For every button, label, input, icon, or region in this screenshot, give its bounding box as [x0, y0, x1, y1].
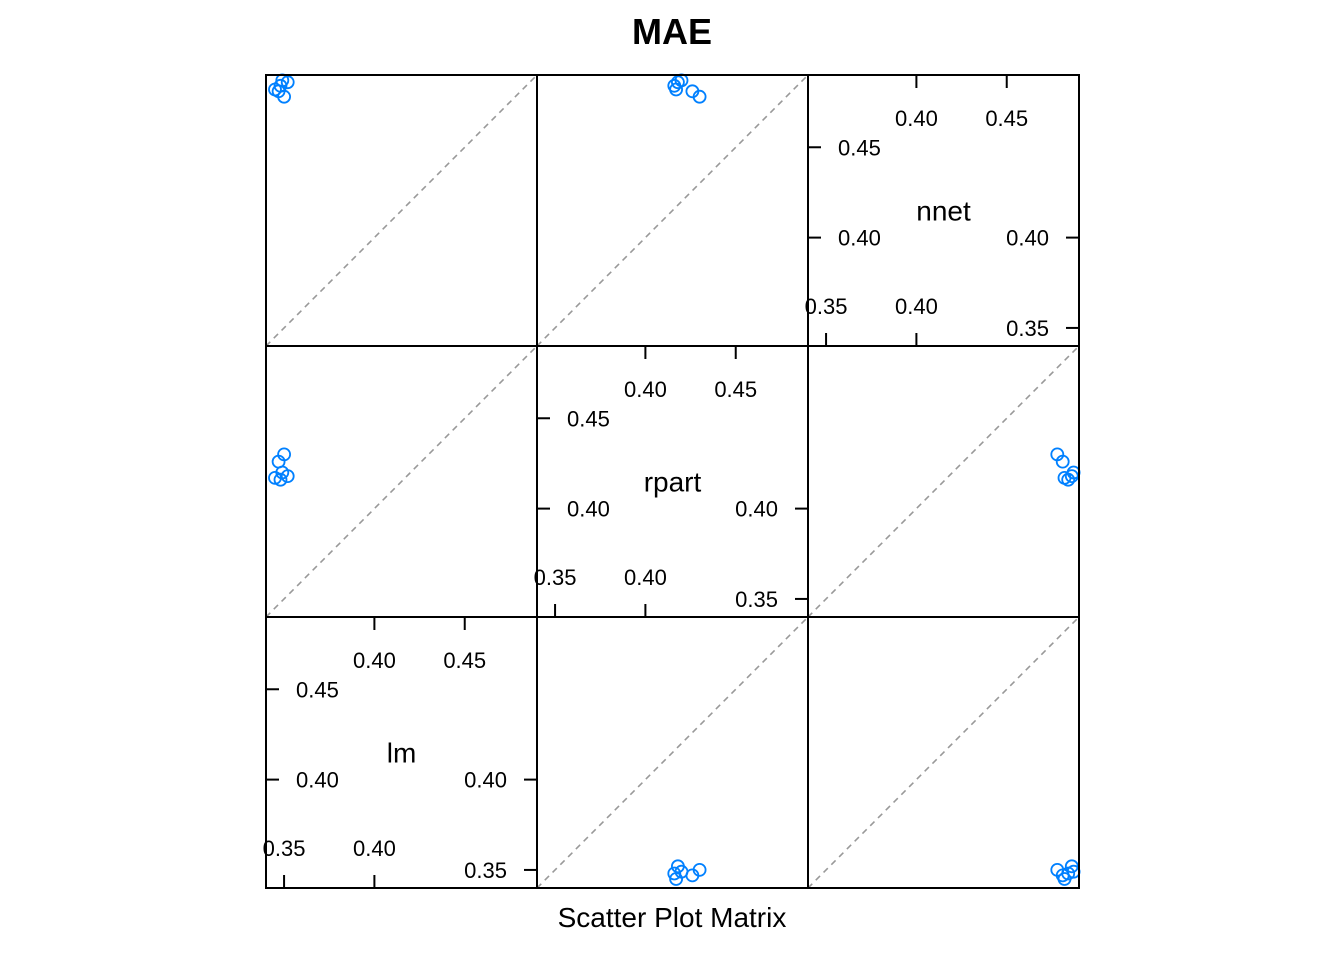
panel-lm-vs-nnet — [265, 73, 538, 347]
tick-label-top: 0.45 — [714, 377, 757, 402]
tick-label-bottom: 0.35 — [805, 294, 848, 319]
x-axis-label: Scatter Plot Matrix — [558, 902, 787, 933]
data-point — [273, 472, 288, 487]
tick-label-top: 0.45 — [443, 648, 486, 673]
tick-label-right: 0.35 — [1006, 316, 1049, 341]
reference-line — [536, 74, 809, 347]
reference-line — [536, 616, 809, 889]
variable-label-lm: lm — [387, 738, 417, 769]
tick-label-right: 0.40 — [735, 497, 778, 522]
data-point — [667, 866, 682, 881]
tick-label-left: 0.45 — [296, 677, 339, 702]
panel-rpart-vs-nnet — [536, 73, 809, 347]
tick-label-left: 0.45 — [838, 135, 881, 160]
reference-line — [265, 345, 538, 618]
chart-title: MAE — [632, 11, 712, 52]
panel-border — [807, 616, 1080, 889]
tick-label-right: 0.35 — [735, 587, 778, 612]
tick-label-bottom: 0.35 — [534, 565, 577, 590]
data-point — [1055, 454, 1070, 469]
data-point — [674, 864, 689, 879]
data-point — [275, 465, 290, 480]
reference-line — [265, 74, 538, 347]
tick-label-bottom: 0.40 — [895, 294, 938, 319]
panel-nnet-vs-lm — [807, 616, 1081, 889]
tick-label-top: 0.40 — [353, 648, 396, 673]
tick-label-right: 0.35 — [464, 858, 507, 883]
panel-lm-vs-rpart — [265, 345, 538, 618]
variable-label-nnet: nnet — [916, 196, 971, 227]
tick-label-bottom: 0.40 — [624, 565, 667, 590]
diagonal-panel-rpart: rpart 0.40 0.45 0.35 0.40 0.40 0.45 0.35 0.40 — [534, 345, 809, 618]
data-point — [685, 84, 700, 99]
diagonal-panel-lm: lm 0.40 0.45 0.35 0.40 0.40 0.45 0.35 0.40 — [263, 616, 538, 889]
tick-label-left: 0.45 — [567, 406, 610, 431]
tick-label-bottom: 0.35 — [263, 836, 306, 861]
tick-label-left: 0.40 — [567, 497, 610, 522]
tick-label-bottom: 0.40 — [353, 836, 396, 861]
diagonal-panel-nnet: nnet 0.40 0.45 0.35 0.40 0.40 0.45 0.35 0.40 — [805, 74, 1080, 347]
reference-line — [807, 345, 1080, 618]
reference-line — [807, 616, 1080, 889]
tick-label-left: 0.40 — [296, 768, 339, 793]
tick-label-right: 0.40 — [464, 768, 507, 793]
variable-label-rpart: rpart — [644, 467, 702, 498]
panel-nnet-vs-rpart — [807, 345, 1081, 618]
tick-label-top: 0.45 — [985, 106, 1028, 131]
tick-label-left: 0.40 — [838, 226, 881, 251]
tick-label-top: 0.40 — [895, 106, 938, 131]
tick-label-right: 0.40 — [1006, 226, 1049, 251]
panel-rpart-vs-lm — [536, 616, 809, 889]
tick-label-top: 0.40 — [624, 377, 667, 402]
